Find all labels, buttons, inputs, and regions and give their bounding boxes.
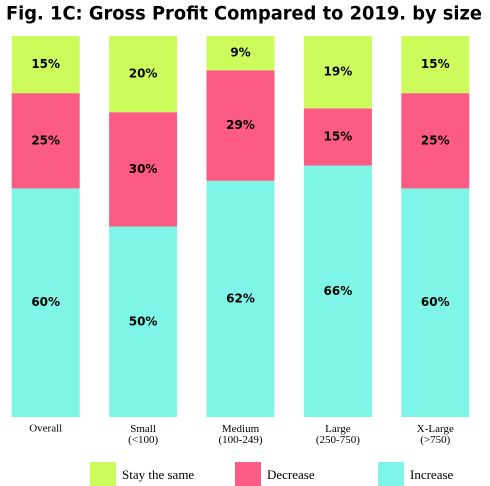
bar-segment <box>303 165 372 417</box>
x-tick-label: Large (250-750) <box>316 423 360 446</box>
legend-label: Decrease <box>267 467 315 482</box>
legend-label: Stay the same <box>122 467 194 482</box>
bar-segment <box>109 112 178 227</box>
bar-segment <box>206 36 275 71</box>
bar-segment <box>11 36 80 94</box>
value-label: 60% <box>421 295 450 309</box>
value-label: 15% <box>31 57 60 71</box>
value-label: 15% <box>421 57 450 71</box>
bar-segment <box>401 93 470 189</box>
bar-segment <box>401 188 470 417</box>
legend-swatch <box>90 462 116 486</box>
bar-segment <box>303 36 372 109</box>
bar-segment <box>206 70 275 181</box>
chart-title: Fig. 1C: Gross Profit Compared to 2019. … <box>6 3 482 25</box>
bar-segment <box>401 36 470 94</box>
legend-label: Increase <box>410 467 454 482</box>
bar-segment <box>11 93 80 189</box>
bar-segment <box>11 188 80 417</box>
legend-swatch <box>235 462 261 486</box>
value-label: 50% <box>129 314 158 328</box>
value-label: 30% <box>129 162 158 176</box>
value-label: 25% <box>421 133 450 147</box>
bar-segment <box>303 108 372 166</box>
x-tick-label: X-Large (>750) <box>417 423 454 446</box>
bar-segment <box>206 180 275 417</box>
value-label: 66% <box>324 284 353 298</box>
value-label: 25% <box>31 133 60 147</box>
value-label: 19% <box>324 65 353 79</box>
value-label: 20% <box>129 67 158 81</box>
x-tick-label: Overall <box>29 423 62 435</box>
value-label: 29% <box>226 118 255 132</box>
value-label: 15% <box>324 129 353 143</box>
value-label: 62% <box>226 291 255 305</box>
x-tick-label: Small (<100) <box>128 423 158 446</box>
value-label: 9% <box>230 46 250 60</box>
bar-segment <box>109 226 178 417</box>
legend-swatch <box>378 462 404 486</box>
value-label: 60% <box>31 295 60 309</box>
x-tick-label: Medium (100-249) <box>219 423 263 446</box>
bar-segment <box>109 36 178 113</box>
